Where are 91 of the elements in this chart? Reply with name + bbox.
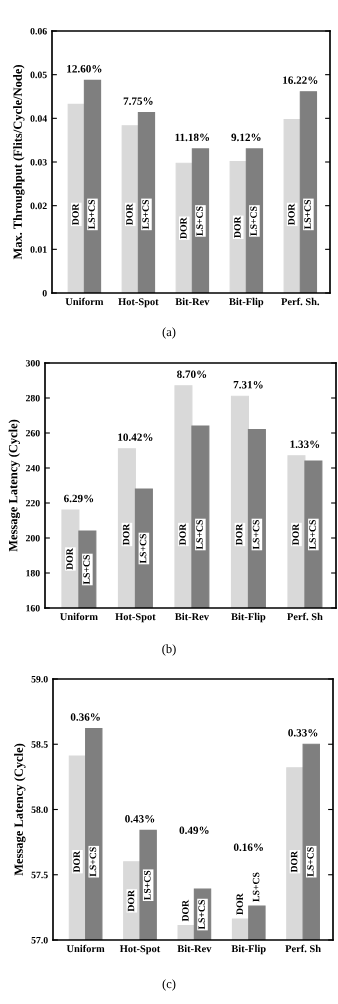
text: (b) xyxy=(162,644,176,656)
bar xyxy=(299,91,318,293)
annotation: 11.18% xyxy=(175,133,210,142)
series-label: LS+CS xyxy=(88,199,95,230)
bar xyxy=(283,119,301,293)
text: LS+CS xyxy=(196,206,203,236)
y-tick-label: 0.06 xyxy=(30,27,47,35)
text: DOR xyxy=(182,899,189,922)
x-tick-label: Bit-Rev xyxy=(177,944,212,953)
x-tick-label: Bit-Rev xyxy=(175,612,209,621)
text: DOR xyxy=(292,523,299,546)
text: LS+CS xyxy=(196,519,203,550)
annotation: 0.36% xyxy=(70,713,100,721)
y-axis-title: Message Latency (Cycle) xyxy=(14,743,26,876)
text: DOR xyxy=(236,893,244,915)
x-tick-label: Uniform xyxy=(60,612,98,621)
annotation: 0.33% xyxy=(288,728,318,737)
text: DOR xyxy=(73,850,80,873)
annotation: 1.33% xyxy=(290,440,320,448)
text: LS+CS xyxy=(198,900,205,930)
y-tick-label: 58.0 xyxy=(31,806,48,814)
x-tick-label: Hot-Spot xyxy=(119,945,161,955)
text: DOR xyxy=(235,523,243,546)
series-label: DOR xyxy=(290,850,298,873)
annotation: 8.70% xyxy=(177,370,207,378)
y-tick-label: 59.0 xyxy=(31,675,48,683)
text: DOR xyxy=(126,203,133,226)
x-tick-label: Uniform xyxy=(65,297,104,306)
y-axis-title: Max. Throughput (Flits/Cycle/Node) xyxy=(13,65,25,260)
y-tick-label: 0.05 xyxy=(30,71,47,79)
y-tick-label: 180 xyxy=(26,569,40,577)
text: LS+CS xyxy=(304,199,311,230)
y-tick-label: 280 xyxy=(25,394,40,402)
x-tick-label: Uniform xyxy=(66,944,105,953)
series-label: DOR xyxy=(122,523,130,546)
text: LS+CS xyxy=(83,554,90,585)
text: LS+CS xyxy=(252,519,260,550)
text: LS+CS xyxy=(252,872,260,902)
y-tick-label: 160 xyxy=(26,604,40,612)
text: DOR xyxy=(288,203,295,226)
x-tick-label: Bit-Rev xyxy=(175,297,210,306)
text: LS+CS xyxy=(142,199,149,230)
x-tick-label: Bit-Flip xyxy=(229,297,264,308)
series-label: LS+CS xyxy=(139,533,147,564)
text: LS+CS xyxy=(89,847,97,877)
bar xyxy=(83,79,102,293)
y-tick-label: 58.5 xyxy=(31,741,48,748)
y-tick-label: 0.01 xyxy=(30,246,47,253)
text: (c) xyxy=(162,979,176,991)
annotation: 10.42% xyxy=(118,433,153,441)
y-tick-label: 240 xyxy=(25,464,40,472)
series-label: DOR xyxy=(180,217,187,239)
y-tick-label: 200 xyxy=(25,534,40,542)
annotation: 0.49% xyxy=(179,826,209,835)
annotation: 16.22% xyxy=(283,76,318,84)
annotation: 0.43% xyxy=(125,815,155,823)
y-tick-label: 0 xyxy=(42,289,47,297)
text: (a) xyxy=(162,327,176,339)
y-tick-label: 0.02 xyxy=(30,202,47,210)
x-tick-label: Bit-Flip xyxy=(231,612,266,623)
bar xyxy=(137,112,156,293)
annotation: 9.12% xyxy=(231,133,261,142)
text: LS+CS xyxy=(309,519,316,550)
y-tick-label: 260 xyxy=(25,429,40,437)
x-tick-label: Perf. Sh. xyxy=(281,297,320,306)
text: LS+CS xyxy=(250,206,257,236)
annotation: 6.29% xyxy=(64,494,94,503)
y-tick-label: 57.5 xyxy=(31,871,48,879)
y-tick-label: 0.03 xyxy=(30,158,47,166)
text: DOR xyxy=(179,523,186,546)
y-tick-label: 300 xyxy=(25,359,40,367)
text: DOR xyxy=(234,216,241,238)
text: DOR xyxy=(127,889,135,912)
x-tick-label: Perf. Sh xyxy=(287,612,323,621)
y-axis-title: Message Latency (Cycle) xyxy=(8,419,20,552)
y-tick-label: 57.0 xyxy=(31,936,48,944)
bar xyxy=(229,161,247,293)
x-tick-label: Hot-Spot xyxy=(115,613,156,623)
x-tick-label: Perf. Sh xyxy=(285,944,321,953)
text: LS+CS xyxy=(144,870,151,900)
x-tick-label: Bit-Flip xyxy=(231,944,266,955)
x-tick-label: Hot-Spot xyxy=(118,298,159,308)
text: DOR xyxy=(72,203,79,226)
annotation: 7.75% xyxy=(123,97,153,105)
y-tick-label: 220 xyxy=(25,499,40,507)
annotation: 12.60% xyxy=(67,65,102,73)
text: DOR xyxy=(66,548,73,570)
series-label: LS+CS xyxy=(307,847,314,877)
annotation: 7.31% xyxy=(233,380,263,389)
y-tick-label: 0.04 xyxy=(30,115,47,122)
annotation: 0.16% xyxy=(233,843,263,852)
